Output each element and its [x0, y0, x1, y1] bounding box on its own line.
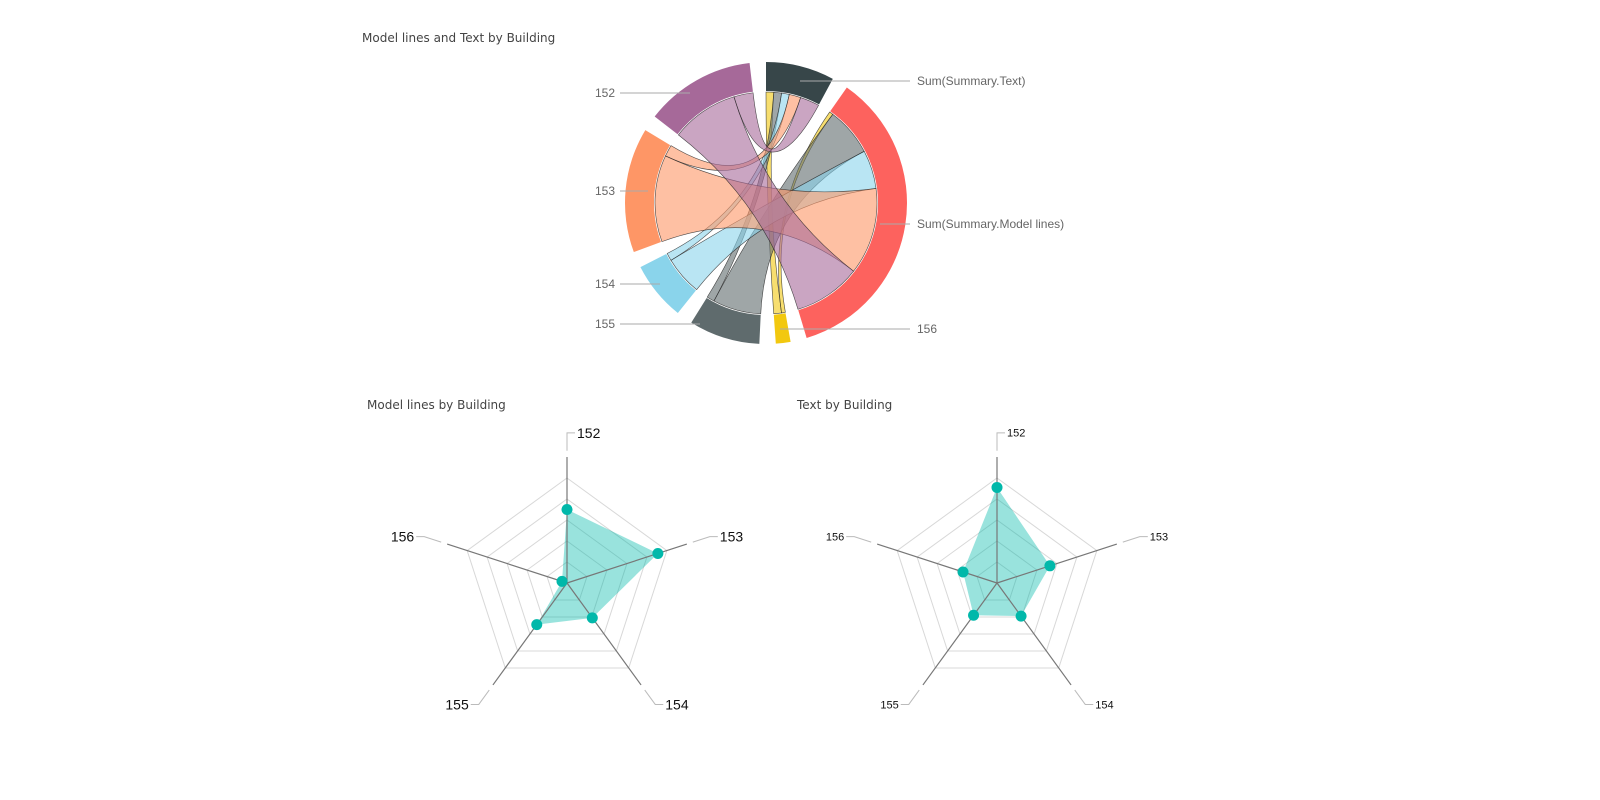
radar-axis	[446, 543, 568, 584]
radar-category-label: 156	[391, 529, 415, 545]
radar-point-154	[586, 612, 598, 624]
radar-point-152	[561, 504, 573, 515]
radar-leader-line	[566, 432, 575, 451]
radar-axis	[996, 543, 1118, 584]
radar-leader-line	[846, 536, 872, 543]
radar-grid-ring	[896, 477, 1098, 669]
radar-category-label: 153	[1150, 531, 1168, 543]
radar-leader-line	[1074, 689, 1094, 705]
radar-point-155	[531, 619, 543, 631]
radar-point-153	[1044, 560, 1056, 572]
radar-category-label: 155	[880, 699, 898, 711]
radar-grid-ring	[466, 477, 668, 669]
chord-arc-152	[654, 62, 753, 135]
radar-point-152	[991, 481, 1003, 493]
chord-arc-sum-summary-model-lines-	[798, 87, 907, 339]
radar-grid-ring	[506, 519, 628, 635]
radar-leader-line	[1122, 536, 1148, 543]
chord-chart-title: Model lines and Text by Building	[362, 31, 556, 45]
chord-label: 153	[595, 184, 615, 198]
radar-category-label: 156	[826, 531, 844, 543]
radar-grid-ring	[976, 561, 1018, 601]
radar-grid-ring	[486, 498, 648, 652]
radar-point-155	[968, 609, 980, 621]
radar-point-154	[1015, 610, 1027, 622]
radar-leader-line	[470, 689, 490, 705]
radar-model-lines-title: Model lines by Building	[367, 398, 506, 412]
radar-leader-line	[996, 432, 1005, 451]
radar-point-156	[556, 575, 568, 587]
radar-grid-ring	[916, 498, 1078, 652]
radar-axis	[922, 582, 998, 686]
radar-text-title: Text by Building	[797, 398, 893, 412]
radar-category-label: 152	[577, 425, 601, 441]
radar-category-label: 154	[665, 696, 689, 712]
radar-axis	[996, 582, 1072, 686]
radar-category-label: 153	[720, 529, 744, 545]
radar-leader-line	[692, 536, 718, 543]
radar-axis	[566, 582, 642, 686]
chord-arc-154	[640, 253, 696, 314]
radar-axis	[566, 543, 688, 584]
radar-area	[536, 509, 658, 625]
radar-area	[963, 487, 1050, 617]
radar-point-156	[957, 566, 969, 578]
radar-grid-ring	[546, 561, 588, 601]
radar-point-153	[652, 547, 664, 559]
radar-leader-line	[644, 689, 664, 705]
radar-grid-ring	[956, 540, 1038, 618]
chord-label: Sum(Summary.Model lines)	[917, 217, 1064, 231]
radar-leader-line	[416, 536, 442, 543]
radar-leader-line	[900, 689, 920, 705]
radar-category-label: 152	[1007, 428, 1025, 440]
chord-arc-sum-summary-text-	[766, 62, 833, 105]
radar-grid-ring	[936, 519, 1058, 635]
radar-category-label: 155	[445, 696, 469, 712]
radar-axis	[492, 582, 568, 686]
chord-arc-155	[691, 297, 761, 344]
chord-label: Sum(Summary.Text)	[917, 74, 1025, 88]
chord-label: 152	[595, 86, 615, 100]
chord-label: 156	[917, 322, 937, 336]
chord-ribbon-152	[677, 96, 855, 310]
chord-label: 155	[595, 317, 615, 331]
radar-axis	[876, 543, 998, 584]
chord-arc-156	[773, 313, 791, 344]
chord-label: 154	[595, 277, 615, 291]
radar-grid-ring	[526, 540, 608, 618]
radar-category-label: 154	[1095, 699, 1113, 711]
